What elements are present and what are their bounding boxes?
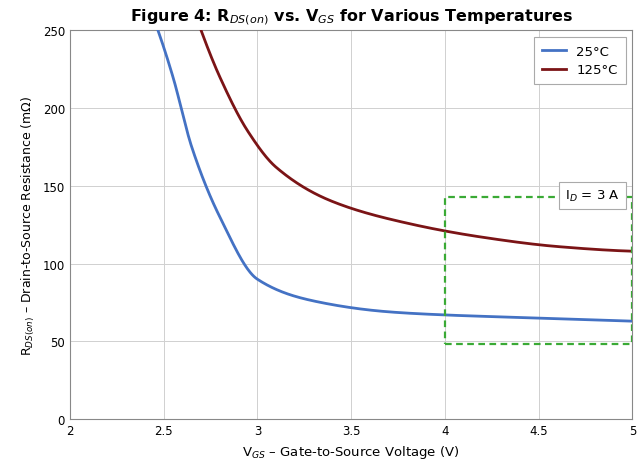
Y-axis label: R$_{DS(on)}$ – Drain-to-Source Resistance (mΩ): R$_{DS(on)}$ – Drain-to-Source Resistanc…	[20, 96, 37, 355]
125°C	[197, 29, 205, 35]
Line: 125°C: 125°C	[201, 32, 632, 252]
Line: 25°C: 25°C	[158, 32, 632, 321]
25°C	[430, 312, 438, 317]
125°C	[562, 245, 570, 250]
125°C	[557, 245, 565, 250]
X-axis label: V$_{GS}$ – Gate-to-Source Voltage (V): V$_{GS}$ – Gate-to-Source Voltage (V)	[242, 443, 460, 459]
Text: I$_D$ = 3 A: I$_D$ = 3 A	[565, 188, 620, 204]
25°C	[532, 316, 539, 321]
25°C	[284, 291, 291, 297]
125°C	[430, 227, 437, 232]
125°C	[341, 204, 349, 209]
25°C	[154, 29, 162, 35]
Bar	[445, 198, 632, 345]
Legend: 25°C, 125°C: 25°C, 125°C	[534, 38, 626, 85]
25°C	[391, 310, 399, 316]
125°C	[628, 249, 636, 255]
25°C	[340, 304, 347, 310]
25°C	[519, 315, 527, 321]
25°C	[628, 318, 636, 324]
125°C	[206, 51, 213, 57]
125°C	[546, 244, 554, 249]
Title: Figure 4: R$_{DS(on)}$ vs. V$_{GS}$ for Various Temperatures: Figure 4: R$_{DS(on)}$ vs. V$_{GS}$ for …	[130, 7, 573, 27]
